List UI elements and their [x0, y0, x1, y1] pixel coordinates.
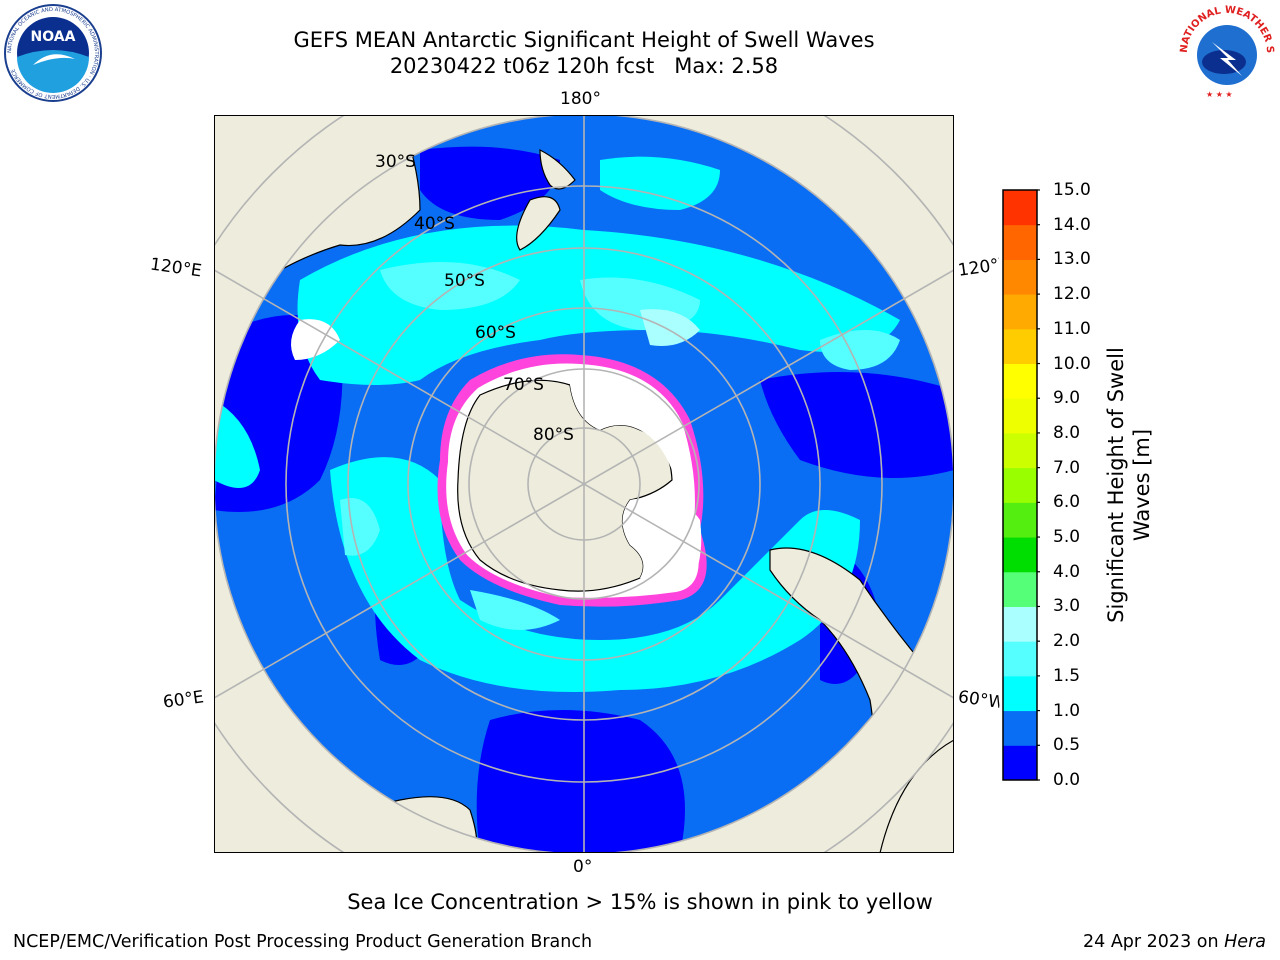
latitude-label-40s: 40°S [414, 214, 455, 234]
colorbar-bin [1003, 224, 1037, 260]
colorbar-tick-label: 1.5 [1053, 665, 1081, 686]
colorbar-bin [1003, 467, 1037, 503]
colorbar-bin [1003, 432, 1037, 469]
latitude-label-30s: 30°S [375, 152, 416, 172]
colorbar-bin [1003, 606, 1037, 642]
chart-title: GEFS MEAN Antarctic Significant Height o… [293, 28, 875, 52]
colorbar-tick-label: 1.0 [1053, 700, 1081, 721]
colorbar-tick-label: 2.0 [1053, 631, 1081, 652]
colorbar-bin [1003, 745, 1037, 781]
sea-ice-note: Sea Ice Concentration > 15% is shown in … [347, 890, 933, 914]
nws-logo: NATIONAL WEATHER SERVICE ★ ★ ★ [1176, 2, 1276, 102]
footer-date: 24 Apr 2023 on Hera [1083, 932, 1266, 952]
chart-subtitle: 20230422 t06z 120h fcst Max: 2.58 [389, 54, 779, 78]
colorbar-tick-label: 0.0 [1053, 770, 1081, 790]
colorbar-bin [1003, 675, 1037, 712]
colorbar-tick-label: 14.0 [1053, 214, 1091, 235]
noaa-logo: NATIONAL OCEANIC AND ATMOSPHERIC ADMINIS… [4, 4, 102, 102]
meridian-label-180: 180° [560, 89, 601, 109]
svg-text:NOAA: NOAA [31, 29, 76, 45]
latitude-label-80s: 80°S [533, 425, 574, 445]
colorbar-tick-label: 4.0 [1053, 561, 1081, 582]
colorbar-tick-label: 6.0 [1053, 492, 1081, 513]
colorbar-bin [1003, 294, 1037, 330]
footer-credit: NCEP/EMC/Verification Post Processing Pr… [13, 932, 593, 952]
colorbar-tick-label: 7.0 [1053, 457, 1081, 478]
graticule [214, 115, 954, 853]
colorbar-tick-label: 8.0 [1053, 422, 1081, 443]
latitude-label-50s: 50°S [444, 271, 485, 291]
colorbar [1002, 189, 1040, 781]
meridian-label-0: 0° [573, 857, 593, 877]
colorbar-bin [1003, 571, 1037, 607]
colorbar-bin [1003, 537, 1037, 573]
colorbar-tick-label: 15.0 [1053, 180, 1091, 200]
colorbar-tick-label: 12.0 [1053, 284, 1091, 305]
colorbar-bin [1003, 398, 1037, 434]
colorbar-bin [1003, 259, 1037, 295]
colorbar-bin [1003, 328, 1037, 365]
colorbar-bin [1003, 641, 1037, 677]
colorbar-label: Significant Height of Swell Waves [m] [1104, 347, 1154, 623]
colorbar-frame [1002, 189, 1038, 781]
colorbar-tick-label: 3.0 [1053, 596, 1081, 617]
footer-host: Hera [1224, 932, 1266, 952]
latitude-label-60s: 60°S [475, 323, 516, 343]
colorbar-bin [1003, 502, 1037, 538]
latitude-label-70s: 70°S [503, 375, 544, 395]
colorbar-tick-label: 10.0 [1053, 353, 1091, 374]
colorbar-bin [1003, 363, 1037, 399]
colorbar-tick-label: 0.5 [1053, 735, 1081, 756]
colorbar-bin [1003, 190, 1037, 226]
colorbar-tick-label: 11.0 [1053, 318, 1091, 339]
colorbar-tick-label: 13.0 [1053, 249, 1091, 270]
colorbar-bin [1003, 710, 1037, 746]
colorbar-tick-label: 5.0 [1053, 527, 1081, 548]
colorbar-tick-label: 9.0 [1053, 388, 1081, 409]
svg-text:★ ★ ★: ★ ★ ★ [1206, 90, 1233, 99]
